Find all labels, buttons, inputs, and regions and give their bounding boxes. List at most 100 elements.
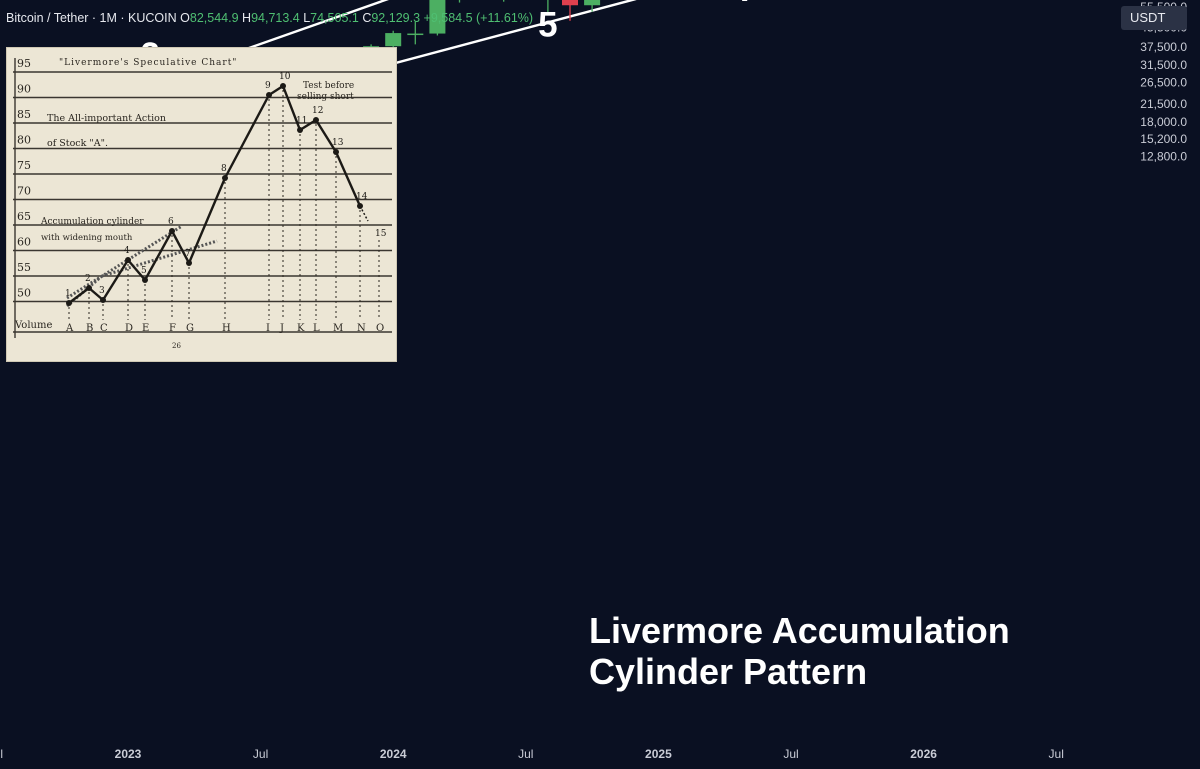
candle-body [429, 0, 446, 34]
x-tick-label: Jul [783, 747, 798, 761]
inset-note-action2: of Stock "A". [47, 138, 108, 149]
inset-note-action1: The All-important Action [47, 113, 166, 124]
wave-label: 7 [737, 0, 756, 9]
inset-x-letter: N [357, 323, 366, 334]
candle [458, 0, 461, 3]
inset-point-label: 8 [221, 164, 227, 174]
inset-x-letter: O [376, 323, 384, 334]
change-value: +9,584.5 (+11.61%) [423, 11, 534, 25]
candle-body [562, 0, 578, 6]
close-label: C [362, 11, 372, 25]
inset-y-label: 85 [17, 108, 31, 121]
y-tick-label: 26,500.0 [1140, 75, 1187, 89]
inset-page-number: 26 [172, 342, 181, 350]
inset-point-label: 1 [65, 289, 71, 299]
candle-body [584, 0, 601, 6]
x-tick-label: Jul [518, 747, 533, 761]
inset-x-letter: A [65, 323, 74, 334]
inset-point [280, 83, 286, 89]
candle [584, 0, 601, 12]
inset-volume-label: Volume [14, 320, 52, 331]
inset-y-label: 80 [17, 134, 31, 147]
y-tick-label: 21,500.0 [1140, 97, 1187, 111]
inset-x-letter: D [125, 323, 133, 334]
inset-y-label: 70 [17, 185, 31, 198]
inset-point-label: 9 [265, 81, 271, 91]
inset-note-selling: selling short [297, 92, 354, 102]
inset-point-label: 3 [99, 286, 105, 296]
x-tick-label: 2023 [115, 747, 142, 761]
currency-button[interactable]: USDT [1121, 6, 1187, 30]
x-tick-label: Jul [0, 747, 3, 761]
inset-point [100, 297, 106, 303]
inset-x-letter: H [222, 323, 231, 334]
inset-y-label: 65 [17, 210, 31, 223]
inset-x-letter: L [313, 323, 320, 334]
inset-point-label: 7 [185, 249, 191, 259]
y-tick-label: 12,800.0 [1140, 150, 1187, 164]
inset-point-label: 14 [356, 192, 368, 202]
x-axis: Jul 2023 Jul 2024 Jul 2025 Jul 2026 Jul [0, 747, 1064, 761]
open-label: O [180, 11, 190, 25]
inset-y-label: 90 [17, 83, 31, 96]
candle [547, 0, 549, 13]
inset-x-letter: K [297, 323, 305, 334]
inset-point [186, 260, 192, 266]
close-value: 92,129.3 [371, 11, 421, 25]
inset-title: "Livermore's Speculative Chart" [59, 58, 237, 68]
inset-note-cyl1: Accumulation cylinder [40, 217, 144, 227]
inset-x-letter: E [142, 323, 149, 334]
candle [407, 21, 424, 45]
candle [503, 0, 505, 2]
inset-x-letter: G [186, 323, 194, 334]
x-tick-label: Jul [253, 747, 268, 761]
x-tick-label: 2024 [380, 747, 407, 761]
inset-point-label: 11 [296, 116, 307, 126]
inset-y-label: 55 [17, 261, 31, 274]
candle-body [407, 33, 424, 36]
candle-body [385, 33, 402, 47]
inset-arrow [359, 205, 369, 222]
inset-point [222, 175, 228, 181]
candle [385, 30, 402, 49]
high-value: 94,713.4 [251, 11, 300, 25]
inset-y-label: 60 [17, 236, 31, 249]
inset-point-label: 10 [279, 72, 291, 82]
low-label: L [303, 11, 311, 25]
high-label: H [242, 11, 252, 25]
inset-x-letter: C [100, 323, 108, 334]
wave-label: 5 [538, 6, 557, 45]
inset-point [313, 117, 319, 123]
inset-point-label: 13 [332, 138, 344, 148]
candle [562, 0, 578, 21]
x-tick-label: 2025 [645, 747, 672, 761]
inset-point-label: 4 [124, 246, 130, 256]
inset-note-cyl2: with widening mouth [41, 233, 133, 243]
inset-point-label: 15 [375, 229, 387, 239]
inset-x-letter: I [266, 323, 270, 334]
candle [429, 0, 446, 36]
inset-point-label: 2 [85, 274, 91, 284]
inset-y-label: 50 [17, 287, 31, 300]
low-value: 74,505.1 [310, 11, 359, 25]
inset-point [333, 149, 339, 155]
symbol-header: Bitcoin / Tether · 1M · KUCOIN O82,544.9… [6, 11, 533, 25]
y-tick-label: 31,500.0 [1140, 58, 1187, 72]
chart-title-line1: Livermore Accumulation [589, 610, 1010, 651]
inset-point-label: 5 [141, 266, 147, 276]
inset-point [86, 285, 92, 291]
symbol-name: Bitcoin / Tether · 1M · KUCOIN [6, 11, 177, 25]
inset-y-label: 75 [17, 159, 31, 172]
inset-point [125, 257, 131, 263]
inset-point [266, 92, 272, 98]
y-tick-label: 18,000.0 [1140, 115, 1187, 129]
inset-note-test: Test before [303, 81, 354, 91]
x-tick-label: 2026 [910, 747, 937, 761]
chart-title-line2: Cylinder Pattern [589, 651, 867, 692]
inset-x-letter: B [86, 323, 93, 334]
inset-x-letter: F [169, 323, 176, 334]
y-tick-label: 15,200.0 [1140, 132, 1187, 146]
inset-y-label: 95 [17, 57, 31, 70]
